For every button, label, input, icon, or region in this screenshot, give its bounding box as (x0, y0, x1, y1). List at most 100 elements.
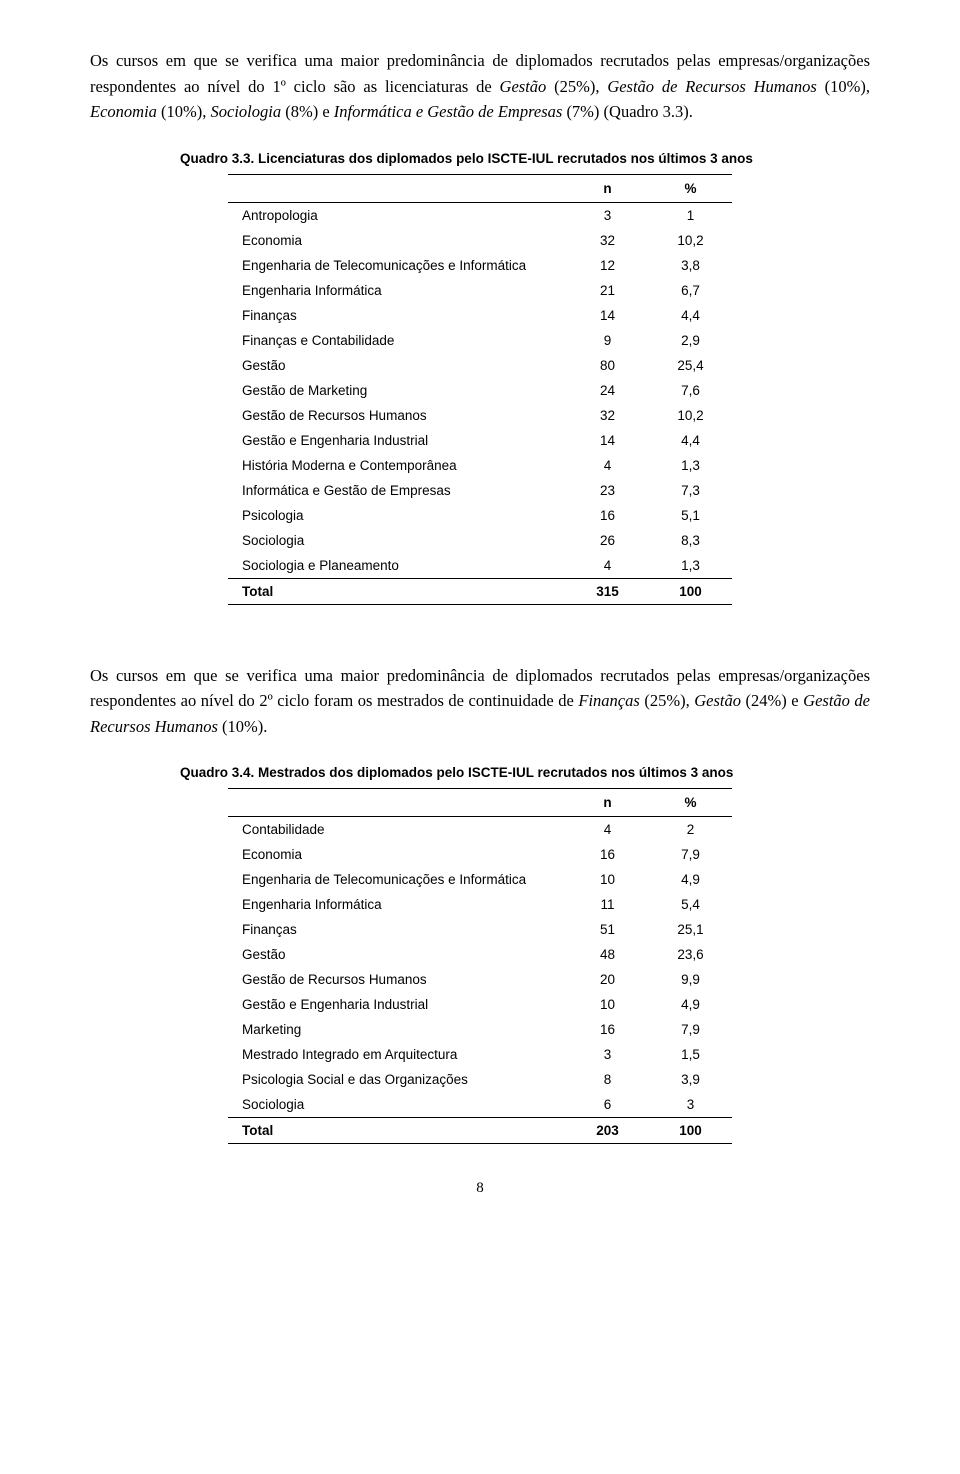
row-n: 32 (566, 403, 649, 428)
table-mestrados: n % Contabilidade42Economia167,9Engenhar… (228, 788, 732, 1144)
table-row: Sociologia63 (228, 1092, 732, 1118)
table1-total-label: Total (228, 578, 566, 604)
intro-paragraph-2: Os cursos em que se verifica uma maior p… (90, 663, 870, 740)
para1-italic5: Informática e Gestão de Empresas (334, 102, 563, 121)
table-row: Gestão8025,4 (228, 353, 732, 378)
table-row: Gestão e Engenharia Industrial144,4 (228, 428, 732, 453)
table-row: Economia167,9 (228, 842, 732, 867)
row-pct: 9,9 (649, 967, 732, 992)
row-n: 14 (566, 303, 649, 328)
row-label: Finanças (228, 303, 566, 328)
row-n: 8 (566, 1067, 649, 1092)
page-number: 8 (90, 1180, 870, 1197)
table1-total-n: 315 (566, 578, 649, 604)
row-pct: 10,2 (649, 403, 732, 428)
row-pct: 25,4 (649, 353, 732, 378)
row-label: Sociologia (228, 528, 566, 553)
table-row: Finanças e Contabilidade92,9 (228, 328, 732, 353)
row-label: Psicologia Social e das Organizações (228, 1067, 566, 1092)
intro-paragraph-1: Os cursos em que se verifica uma maior p… (90, 48, 870, 125)
row-label: Gestão e Engenharia Industrial (228, 428, 566, 453)
row-pct: 1 (649, 202, 732, 228)
row-label: História Moderna e Contemporânea (228, 453, 566, 478)
table1-header-n: n (566, 174, 649, 202)
row-n: 10 (566, 867, 649, 892)
row-n: 16 (566, 1017, 649, 1042)
table-row: Antropologia31 (228, 202, 732, 228)
table2-header-blank (228, 789, 566, 817)
table-row: Engenharia de Telecomunicações e Informá… (228, 253, 732, 278)
row-label: Gestão (228, 353, 566, 378)
para1-italic3: Economia (90, 102, 157, 121)
table-row: Gestão de Recursos Humanos3210,2 (228, 403, 732, 428)
row-n: 4 (566, 453, 649, 478)
table-row: Engenharia Informática115,4 (228, 892, 732, 917)
row-pct: 6,7 (649, 278, 732, 303)
table-row: Gestão de Marketing247,6 (228, 378, 732, 403)
row-label: Finanças e Contabilidade (228, 328, 566, 353)
row-n: 32 (566, 228, 649, 253)
para1-text2: (25%), (546, 77, 607, 96)
row-pct: 4,4 (649, 428, 732, 453)
para1-text6: (7%) (Quadro 3.3). (562, 102, 693, 121)
spacer (90, 605, 870, 663)
table-row: Psicologia Social e das Organizações83,9 (228, 1067, 732, 1092)
table-row: Finanças5125,1 (228, 917, 732, 942)
row-n: 12 (566, 253, 649, 278)
para2-text3: (24%) e (741, 691, 803, 710)
row-pct: 2 (649, 817, 732, 843)
row-pct: 2,9 (649, 328, 732, 353)
row-pct: 3 (649, 1092, 732, 1118)
row-pct: 4,4 (649, 303, 732, 328)
row-label: Mestrado Integrado em Arquitectura (228, 1042, 566, 1067)
table2-title: Quadro 3.4. Mestrados dos diplomados pel… (90, 765, 870, 780)
row-label: Engenharia de Telecomunicações e Informá… (228, 253, 566, 278)
table2-total-label: Total (228, 1118, 566, 1144)
row-label: Antropologia (228, 202, 566, 228)
table1-header-blank (228, 174, 566, 202)
row-pct: 7,6 (649, 378, 732, 403)
row-pct: 3,9 (649, 1067, 732, 1092)
para2-italic2: Gestão (694, 691, 741, 710)
table2-total-pct: 100 (649, 1118, 732, 1144)
para2-text4: (10%). (218, 717, 267, 736)
para1-italic1: Gestão (500, 77, 547, 96)
row-n: 20 (566, 967, 649, 992)
table-row: Mestrado Integrado em Arquitectura31,5 (228, 1042, 732, 1067)
row-pct: 1,5 (649, 1042, 732, 1067)
row-label: Psicologia (228, 503, 566, 528)
table-row: Sociologia e Planeamento41,3 (228, 553, 732, 579)
row-n: 11 (566, 892, 649, 917)
table-row: Finanças144,4 (228, 303, 732, 328)
row-label: Contabilidade (228, 817, 566, 843)
row-label: Engenharia Informática (228, 278, 566, 303)
table2-total-n: 203 (566, 1118, 649, 1144)
row-n: 4 (566, 817, 649, 843)
row-n: 16 (566, 503, 649, 528)
row-pct: 4,9 (649, 992, 732, 1017)
para2-text2: (25%), (640, 691, 694, 710)
row-n: 3 (566, 1042, 649, 1067)
table-row: Contabilidade42 (228, 817, 732, 843)
para1-text3: (10%), (817, 77, 870, 96)
row-label: Gestão e Engenharia Industrial (228, 992, 566, 1017)
row-label: Engenharia de Telecomunicações e Informá… (228, 867, 566, 892)
row-label: Gestão de Marketing (228, 378, 566, 403)
row-n: 21 (566, 278, 649, 303)
row-n: 14 (566, 428, 649, 453)
row-n: 3 (566, 202, 649, 228)
table-row: Engenharia de Telecomunicações e Informá… (228, 867, 732, 892)
table-row: Engenharia Informática216,7 (228, 278, 732, 303)
para1-text5: (8%) e (281, 102, 334, 121)
table1-header-pct: % (649, 174, 732, 202)
row-pct: 7,9 (649, 1017, 732, 1042)
table-row: Gestão e Engenharia Industrial104,9 (228, 992, 732, 1017)
row-pct: 25,1 (649, 917, 732, 942)
row-pct: 1,3 (649, 453, 732, 478)
table-row: Informática e Gestão de Empresas237,3 (228, 478, 732, 503)
table2-header-n: n (566, 789, 649, 817)
row-label: Gestão de Recursos Humanos (228, 967, 566, 992)
row-n: 6 (566, 1092, 649, 1118)
table-row: Economia3210,2 (228, 228, 732, 253)
row-label: Sociologia e Planeamento (228, 553, 566, 579)
